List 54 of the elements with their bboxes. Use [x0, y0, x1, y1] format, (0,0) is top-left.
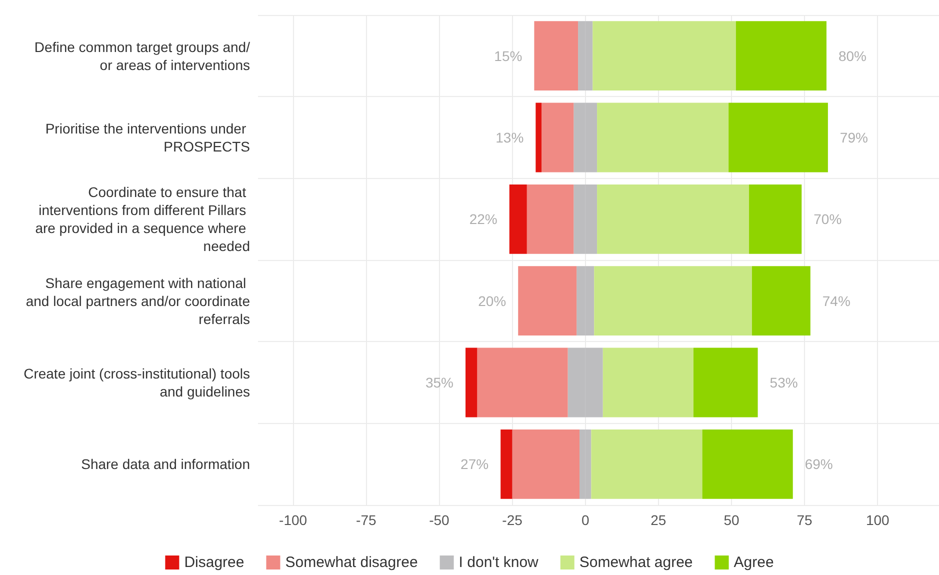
annotation: 35% [425, 374, 454, 390]
bar [592, 21, 736, 91]
y-tick-label: Define common target groups and/or areas of interventions [34, 38, 250, 73]
bar [594, 266, 752, 336]
annotation: 69% [804, 456, 833, 472]
annotation: 53% [770, 374, 798, 390]
annotation: 79% [840, 130, 868, 146]
annotation: 15% [494, 48, 522, 64]
bar [602, 348, 694, 418]
bar [512, 429, 580, 499]
legend-label: Agree [734, 554, 774, 571]
y-tick-label: Create joint (cross-institutional) tools and guidelines [24, 366, 250, 400]
annotation: 13% [496, 130, 524, 146]
bar [542, 102, 574, 172]
bar [509, 184, 527, 254]
bar [749, 184, 802, 254]
x-tick-label: -50 [429, 512, 450, 528]
bar [597, 184, 750, 254]
y-tick-label: Coordinate to ensure that interventions from different Pillars are provided in a sequence where needed [35, 184, 250, 254]
bar [597, 102, 729, 172]
x-tick-label: 75 [796, 512, 813, 528]
x-tick-label: 50 [724, 512, 740, 528]
x-tick-label: 0 [581, 512, 590, 528]
bar [752, 266, 810, 336]
bar [500, 429, 512, 499]
bar [591, 429, 702, 499]
y-tick-label: Share data and information [81, 456, 250, 472]
y-tick-label: Prioritise the interventions under PROSPECTS [45, 120, 250, 154]
bar [736, 21, 826, 91]
bar [534, 21, 578, 91]
x-tick-label: -75 [356, 512, 376, 528]
annotation: 80% [838, 48, 867, 64]
bar [477, 348, 568, 418]
bar [728, 102, 828, 172]
bar [536, 102, 542, 172]
x-tick-label: -25 [502, 512, 523, 528]
legend-label: I don't know [458, 554, 539, 571]
bar [702, 429, 793, 499]
legend-label: Somewhat disagree [285, 554, 418, 571]
annotation: 27% [460, 456, 489, 472]
annotation: 22% [469, 211, 498, 228]
bar [466, 348, 478, 418]
x-tick-label: 25 [650, 512, 666, 528]
x-tick-label: 100 [866, 512, 890, 528]
bar [693, 348, 758, 418]
x-tick-label: -100 [279, 512, 308, 528]
annotation: 20% [478, 292, 506, 309]
y-tick-label: Share engagement with national and local partners and/or coordinate referrals [26, 274, 250, 327]
legend-label: Disagree [184, 554, 244, 571]
bar [518, 266, 577, 336]
legend-label: Somewhat agree [579, 554, 693, 571]
annotation: 70% [814, 211, 842, 228]
annotation: 74% [822, 292, 850, 309]
bar [526, 184, 574, 254]
